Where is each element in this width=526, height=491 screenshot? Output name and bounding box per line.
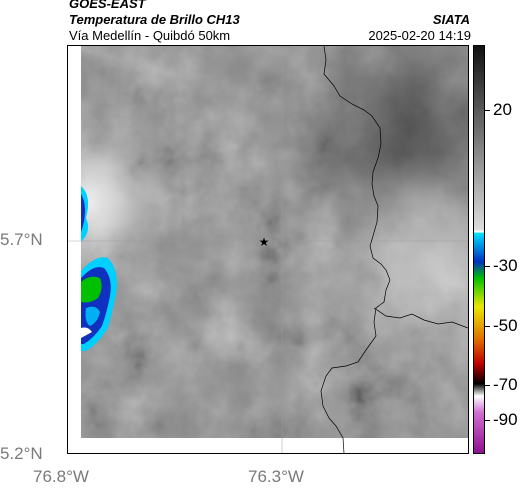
lon-tick-2: 76.3°W: [248, 467, 304, 486]
org-label: SIATA: [432, 12, 470, 27]
boundary-line: [320, 46, 391, 453]
colorbar-tick-label: -30: [493, 256, 518, 275]
region-subtitle: Vía Medellín - Quibdó 50km: [69, 28, 231, 43]
colorbar-tickmark: [485, 420, 490, 421]
colorbar-tick-label: 20: [493, 100, 512, 119]
lat-tick-1: 5.7°N: [0, 230, 43, 249]
river-boundary: [373, 307, 468, 329]
colorbar-tickmark: [485, 266, 490, 267]
colorbar-tickmark: [485, 326, 490, 327]
cold-cloud-region: [81, 186, 117, 351]
colorbar-tick-label: -90: [493, 410, 518, 429]
map-gridlines: [68, 46, 468, 453]
colorbar-gradient: [474, 46, 484, 453]
map-canvas: ★: [68, 46, 468, 453]
lat-tick-2: 5.2°N: [0, 444, 43, 463]
product-title: Temperatura de Brillo CH13: [69, 12, 240, 27]
satellite-title: GOES-EAST: [69, 0, 146, 11]
colorbar-tickmark: [485, 385, 490, 386]
colorbar-tickmark: [485, 110, 490, 111]
timestamp-label: 2025-02-20 14:19: [368, 28, 471, 43]
colorbar-tick-label: -50: [493, 316, 518, 335]
colorbar: [473, 45, 485, 454]
satellite-map[interactable]: ★: [67, 45, 469, 454]
star-marker[interactable]: ★: [259, 235, 270, 249]
colorbar-tick-label: -70: [493, 375, 518, 394]
lon-tick-1: 76.8°W: [33, 467, 89, 486]
